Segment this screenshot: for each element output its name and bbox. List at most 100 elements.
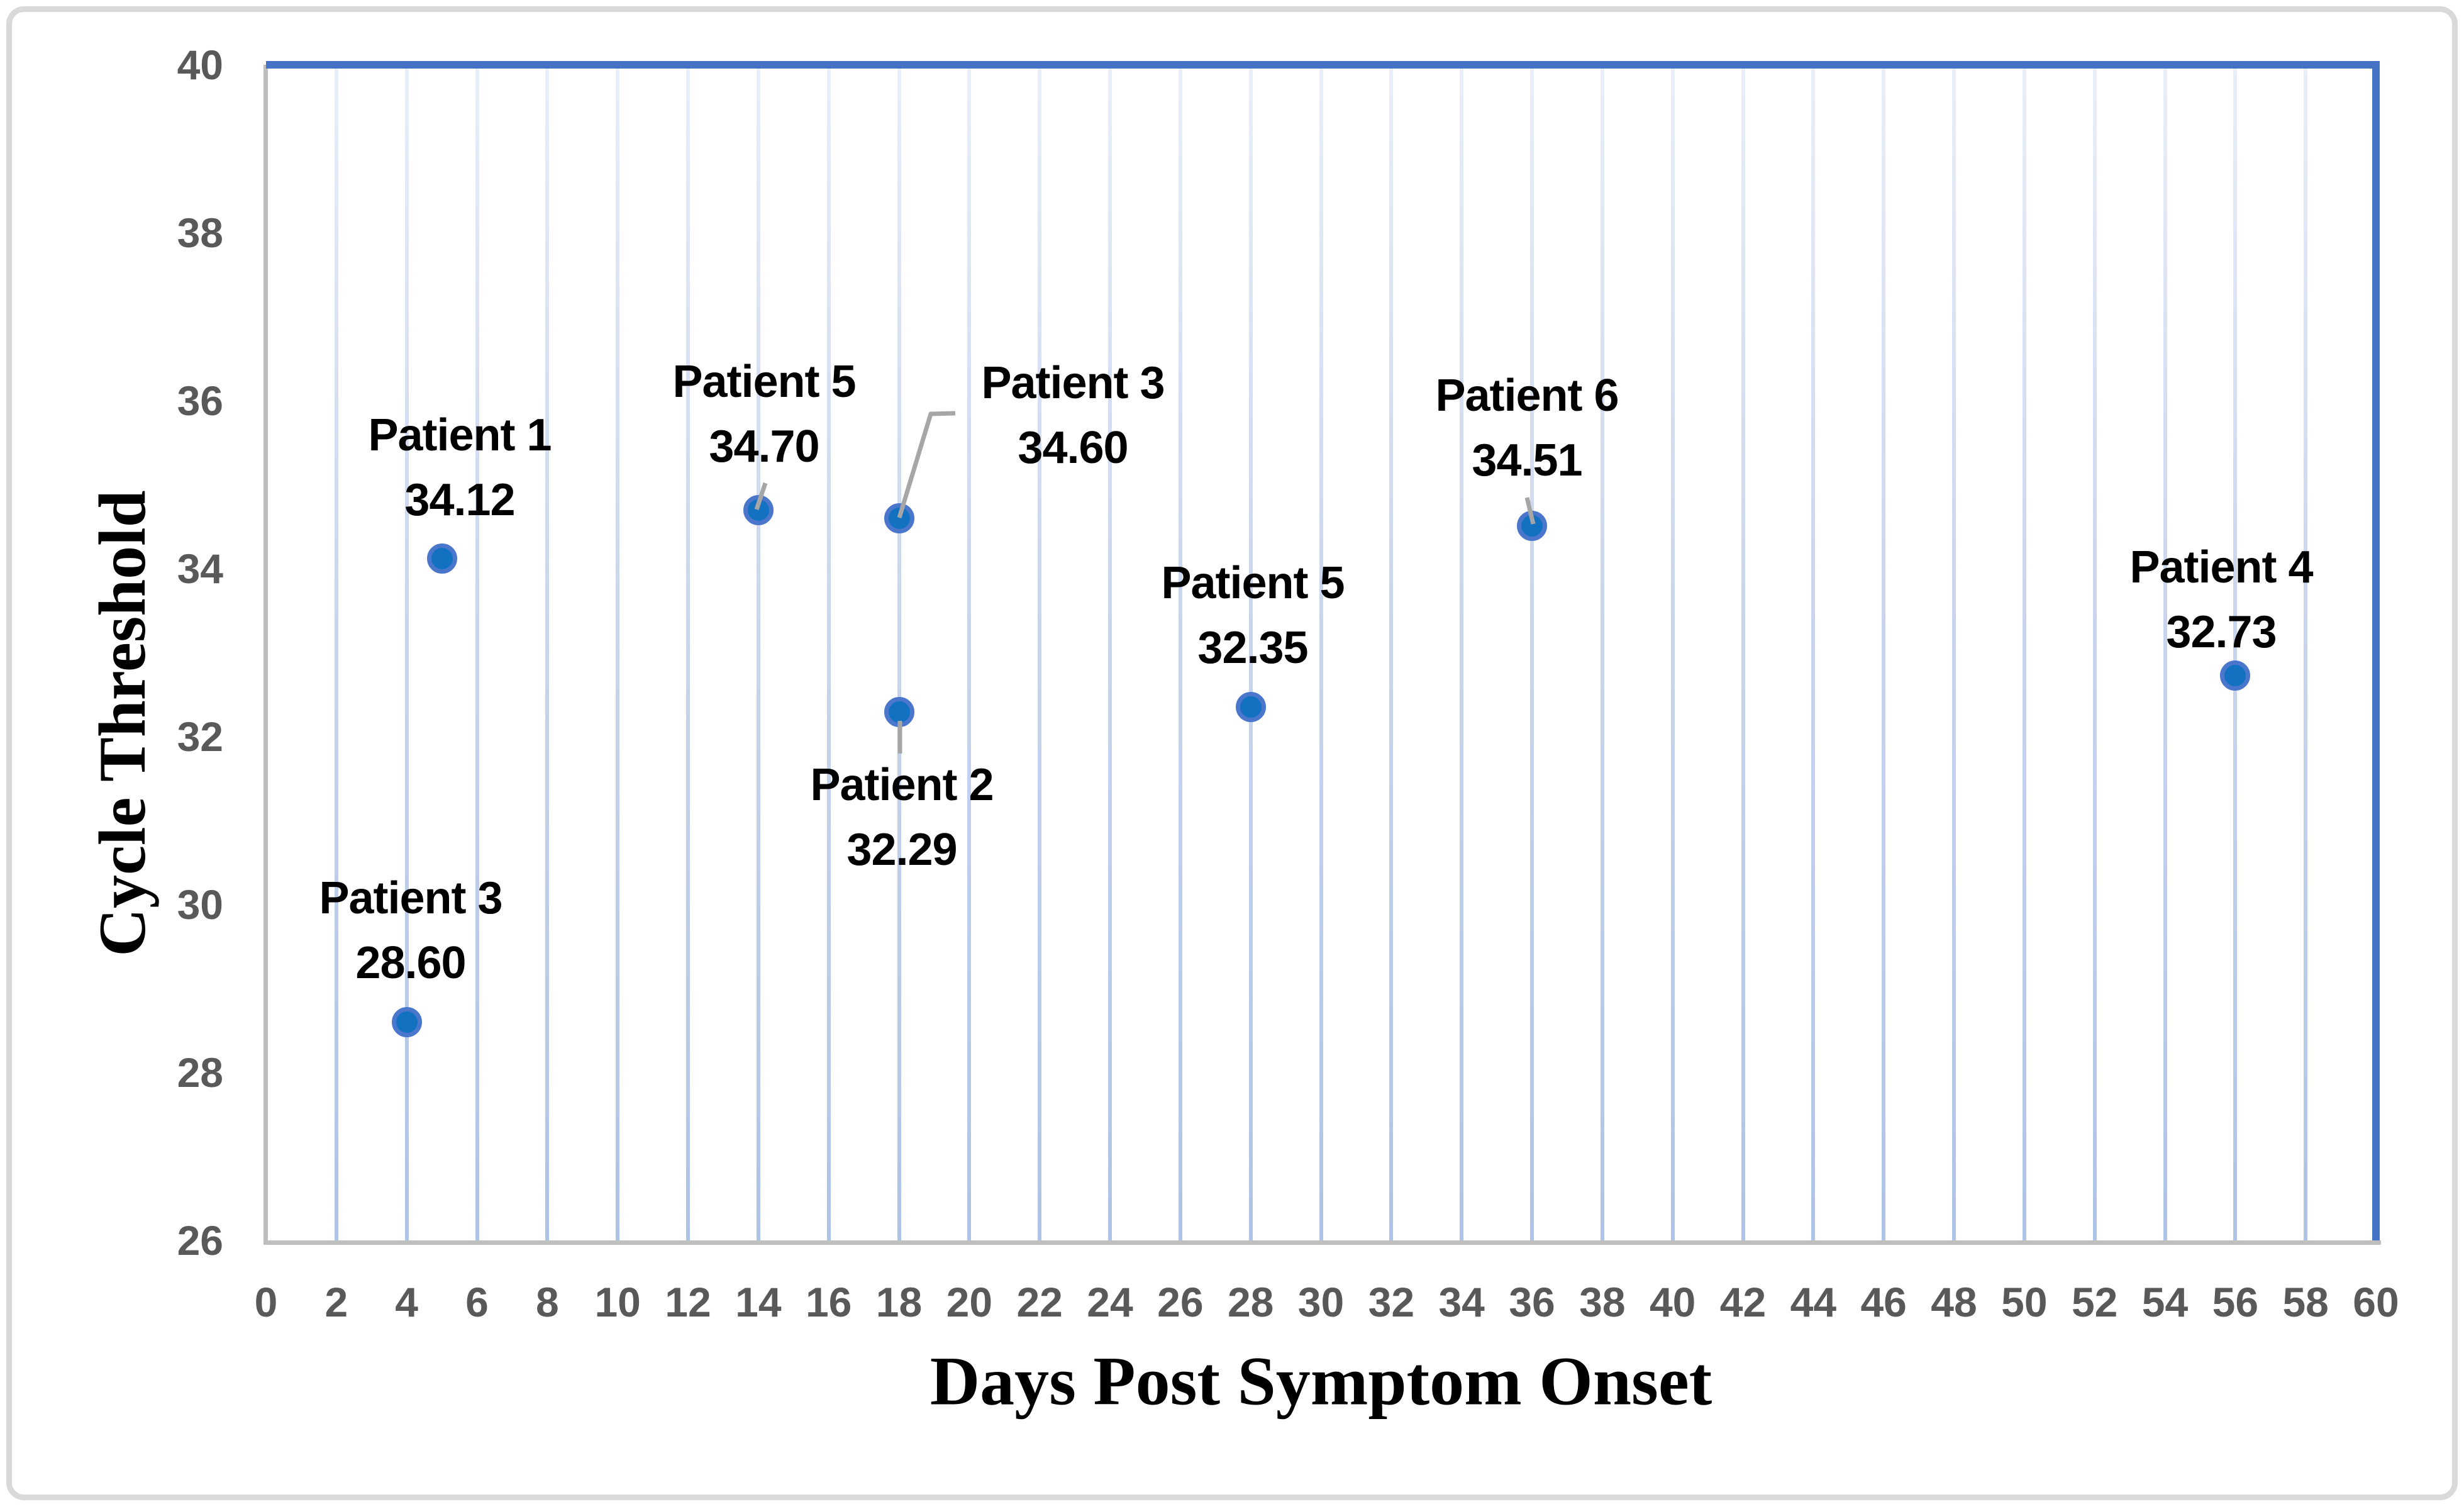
data-label-value: 32.29 xyxy=(846,825,957,875)
vertical-gridline xyxy=(897,65,901,1240)
vertical-gridline xyxy=(826,65,831,1240)
x-tick-label: 60 xyxy=(2353,1279,2399,1325)
vertical-gridline xyxy=(1530,65,1534,1240)
x-tick-label: 22 xyxy=(1016,1279,1063,1325)
data-point-label: Patient 5 32.35 xyxy=(1161,551,1345,681)
y-tick-label: 40 xyxy=(177,42,223,88)
y-tick-label: 28 xyxy=(177,1049,223,1096)
data-point xyxy=(391,1006,422,1037)
label-leader-line xyxy=(754,482,768,511)
x-tick-label: 6 xyxy=(465,1279,489,1325)
data-point xyxy=(884,503,914,533)
data-point xyxy=(2220,660,2251,691)
x-tick-label: 24 xyxy=(1087,1279,1133,1325)
vertical-gridline xyxy=(2304,65,2308,1240)
x-tick-label: 50 xyxy=(2001,1279,2048,1325)
vertical-gridline xyxy=(2092,65,2097,1240)
data-point xyxy=(1517,510,1547,541)
plot-border-right xyxy=(2372,61,2380,1240)
vertical-gridline xyxy=(1670,65,1675,1240)
data-label-value: 34.12 xyxy=(404,475,515,525)
x-tick-label: 16 xyxy=(805,1279,852,1325)
x-tick-label: 20 xyxy=(946,1279,993,1325)
vertical-gridline xyxy=(334,65,338,1240)
y-axis-line xyxy=(264,65,268,1245)
data-point xyxy=(426,543,457,574)
x-tick-label: 32 xyxy=(1368,1279,1415,1325)
vertical-gridline xyxy=(1741,65,1745,1240)
data-label-value: 32.73 xyxy=(2166,607,2277,657)
data-point-label: Patient 3 34.60 xyxy=(981,351,1165,481)
data-label-patient-name: Patient 3 xyxy=(319,873,502,923)
vertical-gridline xyxy=(1882,65,1886,1240)
x-axis-title: Days Post Symptom Onset xyxy=(930,1342,1712,1420)
data-point-label: Patient 3 28.60 xyxy=(319,866,502,996)
data-point-label: Patient 5 34.70 xyxy=(672,350,856,479)
data-label-patient-name: Patient 5 xyxy=(1161,558,1345,608)
x-tick-label: 40 xyxy=(1649,1279,1696,1325)
data-label-value: 34.60 xyxy=(1018,423,1128,473)
vertical-gridline xyxy=(2163,65,2167,1240)
label-leader-line xyxy=(1524,497,1536,525)
vertical-gridline xyxy=(1600,65,1604,1240)
data-label-patient-name: Patient 2 xyxy=(810,760,994,810)
data-label-patient-name: Patient 1 xyxy=(368,410,552,460)
vertical-gridline xyxy=(1811,65,1816,1240)
data-label-value: 34.70 xyxy=(709,421,819,472)
vertical-gridline xyxy=(1389,65,1394,1240)
x-tick-label: 12 xyxy=(665,1279,711,1325)
y-tick-label: 38 xyxy=(177,209,223,256)
x-tick-label: 54 xyxy=(2141,1279,2189,1325)
x-tick-label: 36 xyxy=(1509,1279,1555,1325)
vertical-gridline xyxy=(475,65,479,1240)
data-label-value: 32.35 xyxy=(1197,623,1308,673)
x-tick-label: 48 xyxy=(1931,1279,1977,1325)
vertical-gridline xyxy=(2022,65,2026,1240)
x-tick-label: 26 xyxy=(1157,1279,1204,1325)
x-tick-label: 46 xyxy=(1860,1279,1907,1325)
y-tick-label: 36 xyxy=(177,377,223,424)
x-tick-label: 52 xyxy=(2071,1279,2118,1325)
label-leader-line xyxy=(897,411,956,519)
vertical-gridline xyxy=(967,65,972,1240)
y-tick-label: 26 xyxy=(177,1217,223,1264)
x-tick-label: 14 xyxy=(735,1279,782,1325)
plot-border-top xyxy=(266,61,2380,69)
y-tick-label: 30 xyxy=(177,881,223,928)
data-label-patient-name: Patient 4 xyxy=(2129,542,2313,593)
x-tick-label: 58 xyxy=(2282,1279,2329,1325)
data-point-label: Patient 1 34.12 xyxy=(368,403,552,533)
data-point-label: Patient 2 32.29 xyxy=(810,753,994,883)
vertical-gridline xyxy=(2233,65,2238,1240)
x-tick-label: 42 xyxy=(1719,1279,1767,1325)
vertical-gridline xyxy=(616,65,620,1240)
data-point-label: Patient 4 32.73 xyxy=(2129,535,2313,665)
vertical-gridline xyxy=(1108,65,1112,1240)
x-tick-label: 2 xyxy=(325,1279,348,1325)
vertical-gridline xyxy=(1038,65,1042,1240)
x-tick-label: 38 xyxy=(1579,1279,1626,1325)
x-tick-label: 44 xyxy=(1790,1279,1837,1325)
x-tick-label: 18 xyxy=(875,1279,923,1325)
x-tick-label: 10 xyxy=(594,1279,641,1325)
x-tick-label: 34 xyxy=(1438,1279,1485,1325)
x-tick-label: 56 xyxy=(2212,1279,2259,1325)
vertical-gridline xyxy=(404,65,409,1240)
x-tick-label: 30 xyxy=(1297,1279,1345,1325)
vertical-gridline xyxy=(756,65,760,1240)
vertical-gridline xyxy=(545,65,550,1240)
vertical-gridline xyxy=(1178,65,1182,1240)
vertical-gridline xyxy=(1460,65,1464,1240)
x-tick-label: 8 xyxy=(535,1279,559,1325)
y-tick-label: 34 xyxy=(177,545,223,592)
x-tick-label: 0 xyxy=(254,1279,278,1325)
x-axis-line xyxy=(264,1240,2381,1245)
data-label-patient-name: Patient 6 xyxy=(1435,370,1619,421)
vertical-gridline xyxy=(1319,65,1323,1240)
data-point-label: Patient 6 34.51 xyxy=(1435,364,1619,493)
